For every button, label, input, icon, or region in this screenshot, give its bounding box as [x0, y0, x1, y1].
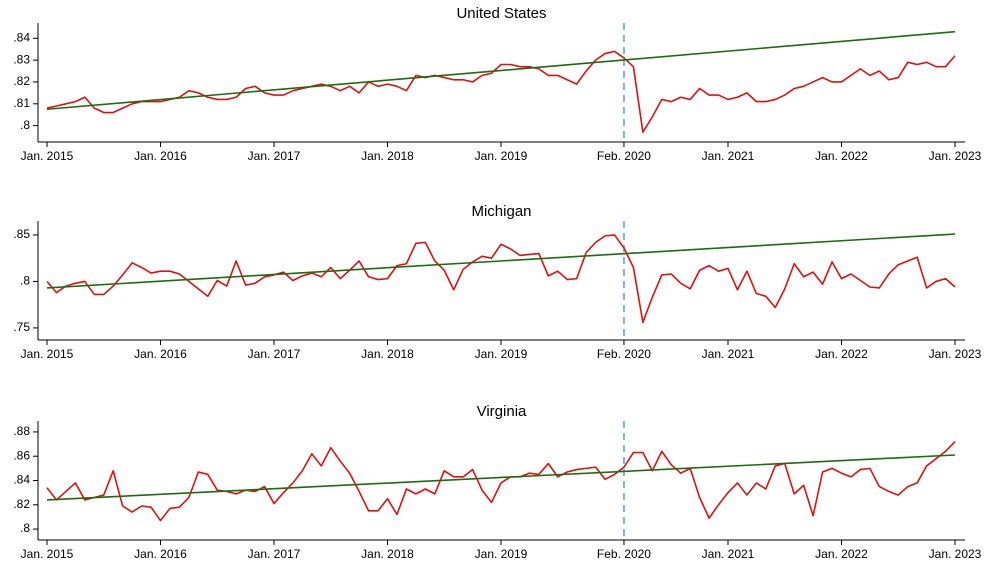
y-tick-label: .83 [13, 52, 30, 66]
y-tick-label: .8 [20, 274, 30, 288]
x-tick-label: Jan. 2017 [248, 347, 301, 361]
series-line [46, 454, 956, 501]
x-tick-label: Jan. 2015 [21, 347, 74, 361]
series-line [46, 234, 956, 324]
y-tick-label: .88 [13, 424, 30, 438]
y-tick-label: .82 [13, 497, 30, 511]
x-tick-label: Feb. 2020 [597, 347, 651, 361]
panel-title: Michigan [471, 203, 531, 220]
x-tick-label: Jan. 2022 [815, 347, 868, 361]
y-tick-label: .8 [20, 118, 30, 132]
x-tick-label: Jan. 2016 [134, 149, 187, 163]
y-tick-label: .86 [13, 448, 30, 462]
x-tick-label: Jan. 2023 [929, 149, 982, 163]
x-tick-label: Jan. 2021 [702, 547, 755, 561]
y-tick-label: .84 [13, 473, 30, 487]
y-tick-label: .81 [13, 96, 30, 110]
y-tick-label: .8 [20, 521, 30, 535]
x-tick-label: Jan. 2022 [815, 149, 868, 163]
x-tick-label: Jan. 2016 [134, 347, 187, 361]
y-tick-label: .84 [13, 30, 30, 44]
series-line [46, 441, 956, 522]
x-tick-label: Jan. 2015 [21, 547, 74, 561]
x-tick-label: Jan. 2018 [361, 149, 414, 163]
panel-title: United States [456, 5, 546, 22]
x-tick-label: Jan. 2023 [929, 547, 982, 561]
y-tick-label: .85 [13, 227, 30, 241]
x-tick-label: Jan. 2017 [248, 547, 301, 561]
x-tick-label: Jan. 2016 [134, 547, 187, 561]
x-tick-label: Jan. 2023 [929, 347, 982, 361]
series-line [46, 30, 956, 111]
x-tick-label: Jan. 2019 [475, 547, 528, 561]
x-tick-label: Jan. 2015 [21, 149, 74, 163]
series-line [46, 233, 956, 289]
x-tick-label: Feb. 2020 [597, 547, 651, 561]
x-tick-label: Jan. 2018 [361, 347, 414, 361]
y-tick-label: .82 [13, 74, 30, 88]
x-tick-label: Feb. 2020 [597, 149, 651, 163]
series-line [46, 50, 956, 133]
x-tick-label: Jan. 2019 [475, 149, 528, 163]
x-tick-label: Jan. 2022 [815, 547, 868, 561]
x-tick-label: Jan. 2017 [248, 149, 301, 163]
y-tick-label: .75 [13, 320, 30, 334]
panel-title: Virginia [477, 403, 527, 420]
x-tick-label: Jan. 2021 [702, 149, 755, 163]
x-tick-label: Jan. 2019 [475, 347, 528, 361]
x-tick-label: Jan. 2018 [361, 547, 414, 561]
x-tick-label: Jan. 2021 [702, 347, 755, 361]
